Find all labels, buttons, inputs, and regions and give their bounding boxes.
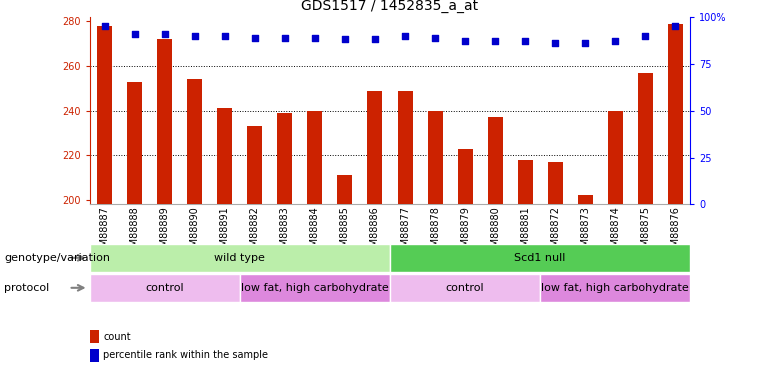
Text: genotype/variation: genotype/variation	[4, 253, 110, 263]
Bar	[427, 111, 442, 204]
Point	[489, 38, 502, 44]
Point	[549, 40, 562, 46]
Text: low fat, high carbohydrate: low fat, high carbohydrate	[541, 283, 689, 293]
Bar	[90, 349, 100, 362]
Text: percentile rank within the sample: percentile rank within the sample	[103, 351, 268, 360]
Title: GDS1517 / 1452835_a_at: GDS1517 / 1452835_a_at	[301, 0, 479, 13]
Point	[519, 38, 531, 44]
Text: control: control	[145, 283, 184, 293]
Text: Scd1 null: Scd1 null	[515, 253, 566, 263]
Bar	[90, 274, 239, 302]
Point	[579, 40, 591, 46]
Point	[639, 33, 651, 39]
Bar	[398, 90, 413, 204]
Point	[339, 36, 351, 42]
Bar	[548, 162, 562, 204]
Text: count: count	[103, 332, 131, 342]
Text: control: control	[445, 283, 484, 293]
Bar	[239, 274, 390, 302]
Point	[98, 23, 111, 29]
Bar	[90, 330, 100, 343]
Bar	[578, 195, 593, 204]
Bar	[638, 73, 653, 204]
Point	[399, 33, 411, 39]
Bar	[278, 113, 292, 204]
Bar	[367, 90, 382, 204]
Point	[189, 33, 201, 39]
Bar	[218, 108, 232, 204]
Bar	[668, 24, 682, 204]
Bar	[390, 274, 540, 302]
Bar	[338, 176, 353, 204]
Point	[249, 34, 261, 40]
Bar	[247, 126, 262, 204]
Point	[669, 23, 682, 29]
Bar	[488, 117, 502, 204]
Point	[609, 38, 622, 44]
Point	[129, 31, 141, 37]
Text: wild type: wild type	[215, 253, 265, 263]
Bar	[127, 82, 142, 204]
Bar	[518, 160, 533, 204]
Text: protocol: protocol	[4, 283, 49, 293]
Bar	[98, 26, 112, 204]
Bar	[540, 274, 690, 302]
Point	[429, 34, 441, 40]
Text: low fat, high carbohydrate: low fat, high carbohydrate	[241, 283, 388, 293]
Bar	[158, 39, 172, 204]
Bar	[608, 111, 622, 204]
Point	[309, 34, 321, 40]
Point	[278, 34, 291, 40]
Bar	[458, 148, 473, 204]
Point	[369, 36, 381, 42]
Point	[158, 31, 171, 37]
Bar	[90, 244, 390, 272]
Bar	[307, 111, 322, 204]
Point	[218, 33, 231, 39]
Bar	[390, 244, 690, 272]
Point	[459, 38, 471, 44]
Bar	[187, 80, 202, 204]
